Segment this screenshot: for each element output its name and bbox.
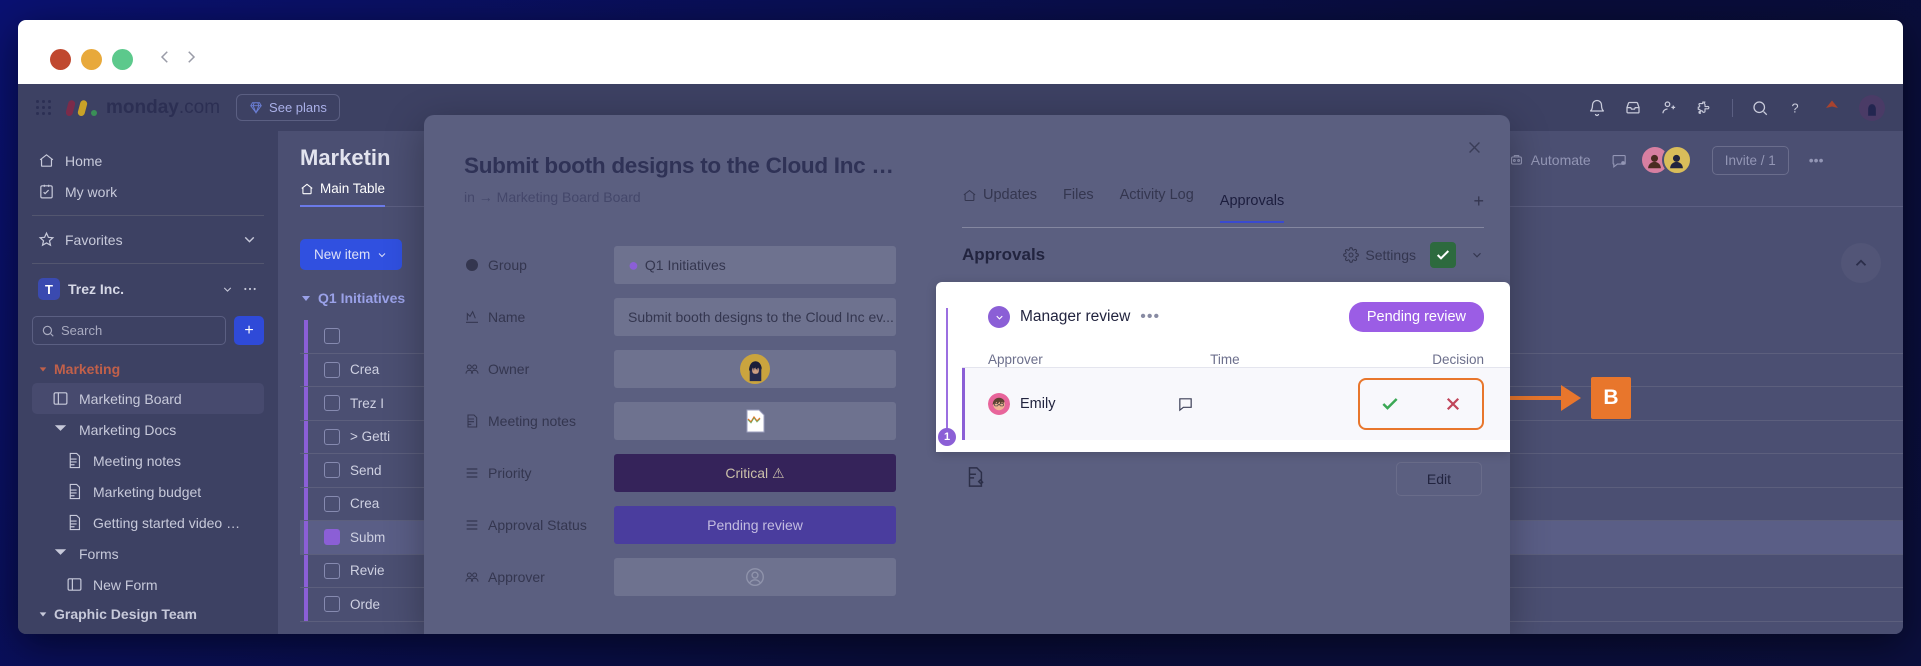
svg-text:?: ?: [1792, 100, 1799, 115]
